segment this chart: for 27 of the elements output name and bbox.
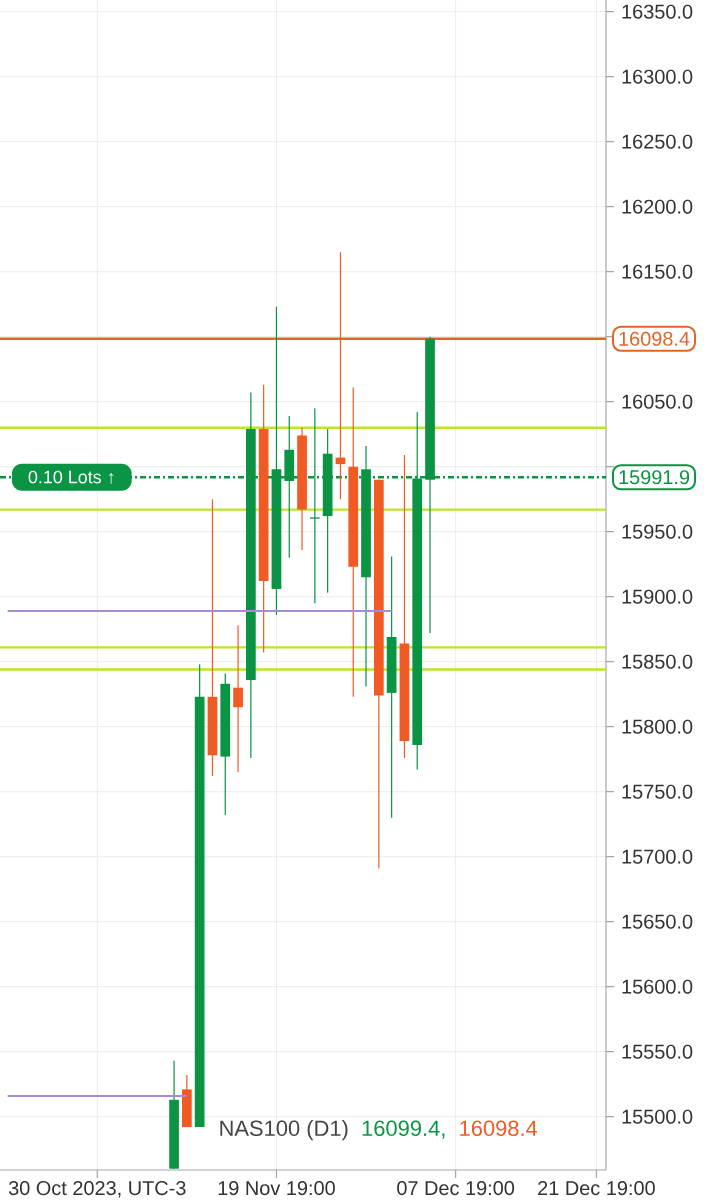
y-tick-label: 16350.0 bbox=[622, 4, 693, 19]
y-tick-label: 15550.0 bbox=[622, 1044, 693, 1059]
ref-line-label: 0.10 Lots ↑ bbox=[28, 470, 114, 484]
annotation: NAS100 (D1) bbox=[220, 1119, 348, 1141]
annotation: 16098.4 bbox=[460, 1120, 538, 1137]
y-tick-label: 16150.0 bbox=[622, 264, 693, 279]
y-tick-label: 15500.0 bbox=[622, 1109, 693, 1124]
text: 16098.4 bbox=[619, 331, 690, 346]
y-tick-label: 15900.0 bbox=[622, 589, 693, 604]
y-tick-label: 15750.0 bbox=[622, 784, 693, 799]
y-tick-label: 15800.0 bbox=[622, 719, 693, 734]
y-tick-label: 16050.0 bbox=[622, 394, 693, 409]
y-tick-label: 15650.0 bbox=[622, 914, 693, 929]
x-tick-label: 21 Dec 19:00 bbox=[538, 1181, 655, 1196]
y-tick-label: 15600.0 bbox=[622, 979, 693, 994]
text: 15991.9 bbox=[619, 470, 690, 485]
candlestick bbox=[233, 624, 243, 773]
x-tick-label: 19 Nov 19:00 bbox=[218, 1181, 335, 1196]
y-tick-label: 15700.0 bbox=[622, 849, 693, 864]
x-tick-label: 30 Oct 2023, UTC-3 bbox=[8, 1181, 186, 1198]
y-tick-label: 15850.0 bbox=[622, 654, 693, 669]
x-tick-label: 07 Dec 19:00 bbox=[397, 1181, 515, 1196]
y-tick-label: 15950.0 bbox=[622, 524, 693, 539]
annotation: 16099.4, bbox=[362, 1120, 445, 1139]
y-tick-label: 16300.0 bbox=[622, 69, 693, 84]
y-tick-label: 16200.0 bbox=[622, 199, 693, 214]
y-tick-label: 16250.0 bbox=[622, 134, 693, 149]
